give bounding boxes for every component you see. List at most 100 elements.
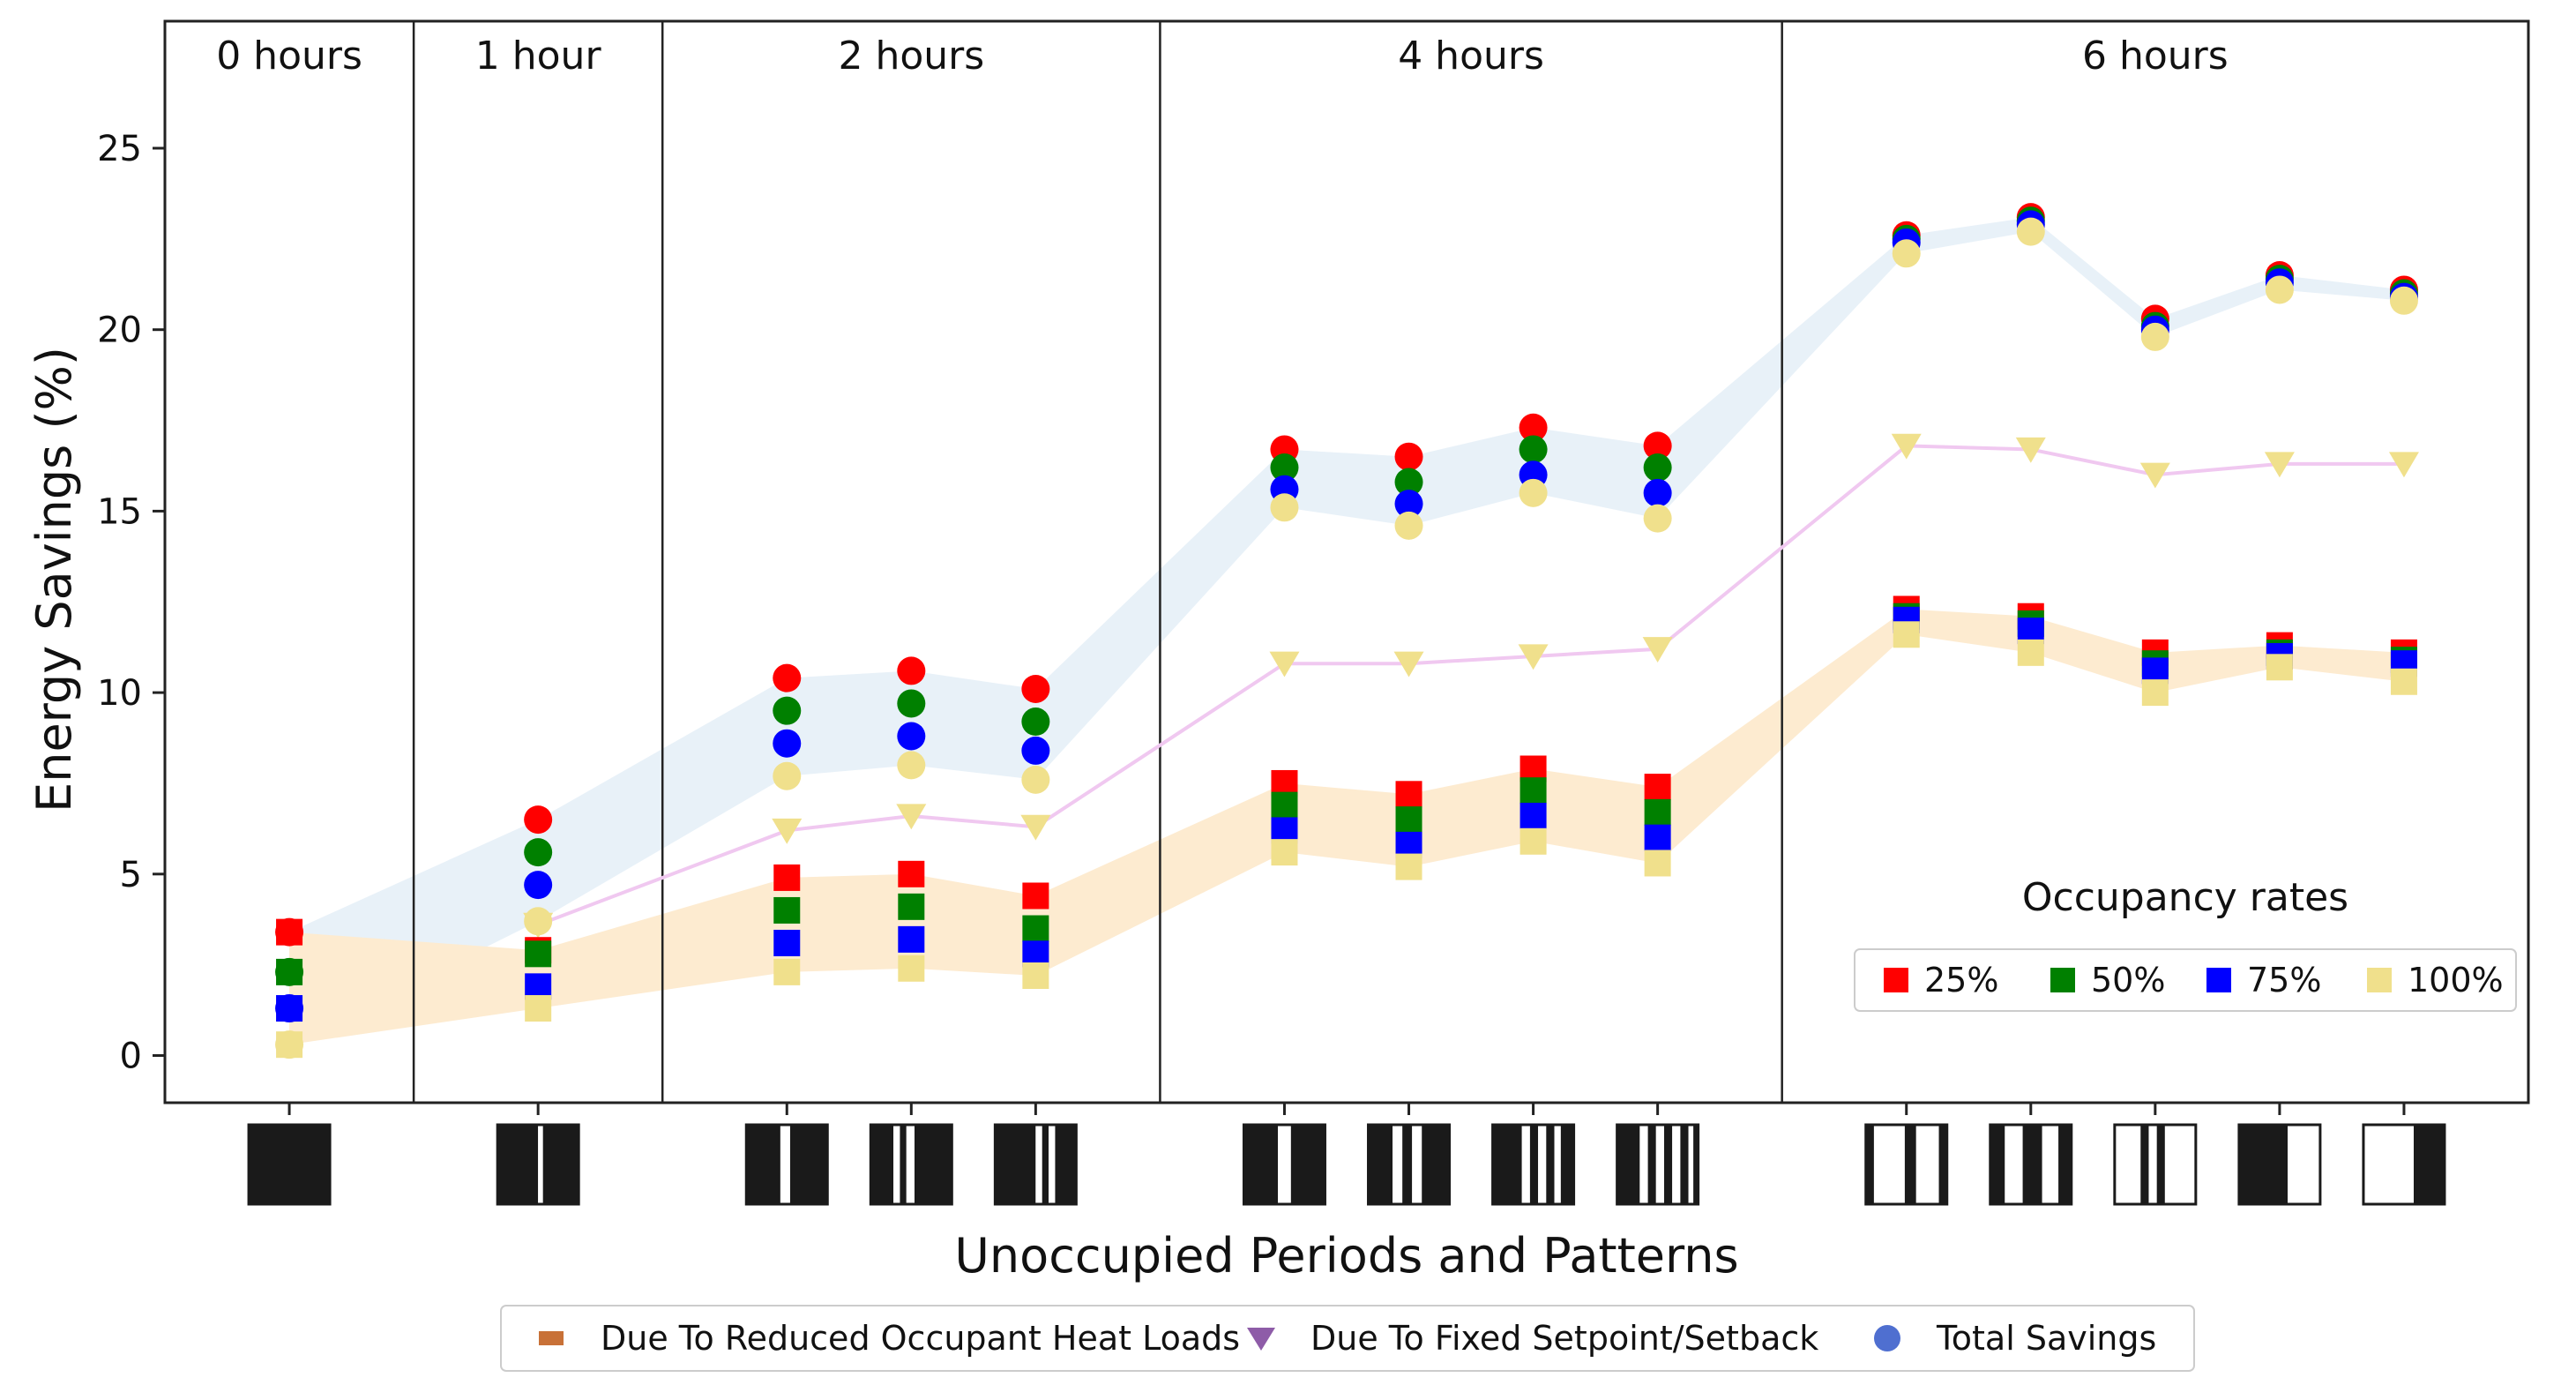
group-labels: 0 hours 1 hour 2 hours 4 hours 6 hours — [216, 34, 2228, 79]
pattern-segment — [906, 1125, 915, 1204]
pattern-segment — [1546, 1125, 1555, 1204]
pattern-segment — [2156, 1125, 2165, 1204]
pattern-segment — [995, 1125, 1036, 1204]
pattern-segment — [780, 1125, 790, 1204]
occupant-savings-point — [1271, 791, 1298, 819]
pattern-icon — [1989, 1123, 2073, 1206]
pattern-segment — [914, 1125, 952, 1204]
pattern-segment — [2140, 1125, 2149, 1204]
pattern-segment — [1904, 1125, 1916, 1204]
occupant-savings-point — [898, 893, 925, 920]
pattern-border — [1989, 1123, 2073, 1206]
pattern-border — [744, 1123, 829, 1206]
pattern-segment — [1693, 1125, 1699, 1204]
pattern-segment — [1938, 1125, 1947, 1204]
pattern-segment — [1412, 1125, 1422, 1204]
pattern-segment — [1042, 1125, 1049, 1204]
occupant-savings-point — [773, 958, 801, 985]
pattern-icon — [1242, 1123, 1326, 1206]
total-savings-point — [524, 805, 553, 835]
occupant-savings-point — [1395, 806, 1422, 834]
occupant-savings-point — [1271, 839, 1298, 866]
group-label: 1 hour — [475, 34, 602, 79]
pattern-icon — [744, 1123, 829, 1206]
setpoint-marker — [1269, 651, 1300, 678]
occupancy-legend-swatch — [2206, 968, 2231, 992]
occupant-savings-point — [1519, 802, 1547, 829]
setpoint-marker — [1393, 651, 1424, 678]
pattern-icon — [2362, 1123, 2446, 1206]
pattern-segment — [1278, 1125, 1291, 1204]
savings-type-legend: Due To Reduced Occupant Heat Loads Due To… — [500, 1305, 2195, 1372]
pattern-segment — [900, 1125, 907, 1204]
occupant-savings-point — [898, 955, 925, 982]
total-savings-point — [1643, 431, 1672, 460]
pattern-icon — [869, 1123, 953, 1206]
pattern-segment — [1393, 1125, 1403, 1204]
occupant-savings-point — [1022, 962, 1049, 990]
savings-legend-marker — [1874, 1325, 1900, 1351]
pattern-icon — [1491, 1123, 1576, 1206]
occupant-savings-point — [525, 940, 552, 968]
pattern-segment — [2058, 1125, 2072, 1204]
pattern-segment — [2164, 1125, 2196, 1204]
pattern-segment — [1368, 1125, 1393, 1204]
total-savings-point — [897, 656, 926, 685]
pattern-segment — [1422, 1125, 1450, 1204]
total-savings-point — [1394, 490, 1423, 519]
pattern-segment — [2238, 1125, 2289, 1204]
pattern-segment — [1035, 1125, 1042, 1204]
savings-legend-marker — [539, 1331, 564, 1345]
setpoint-marker — [2264, 452, 2295, 478]
occupant-savings-point — [898, 860, 925, 887]
occupant-savings-point — [1644, 798, 1671, 826]
x-axis-ticks — [287, 1103, 2406, 1115]
total-savings-point — [1021, 707, 1050, 737]
setpoint-marker — [2388, 452, 2419, 478]
total-savings-point — [524, 838, 553, 867]
occupancy-legend-title: Occupancy rates — [2022, 875, 2348, 920]
total-savings-point — [2389, 286, 2418, 315]
total-savings-point — [897, 689, 926, 718]
pattern-segment — [1663, 1125, 1673, 1204]
pattern-segment — [1243, 1125, 1279, 1204]
pattern-border — [1491, 1123, 1576, 1206]
total-savings-point — [1021, 765, 1050, 794]
pattern-segment — [1402, 1125, 1413, 1204]
y-axis: 0 5 10 15 20 25 — [97, 129, 165, 1077]
total-savings-point — [275, 1030, 304, 1059]
total-savings-point — [524, 907, 553, 936]
savings-legend-box — [500, 1305, 2195, 1372]
total-savings-point — [1643, 478, 1672, 507]
group-dividers — [412, 21, 1783, 1103]
setpoint-marker — [1891, 433, 1922, 460]
occupancy-legend-label: 75% — [2247, 961, 2321, 999]
pattern-border — [496, 1123, 580, 1206]
total-savings-point — [1270, 493, 1299, 522]
pattern-icon — [247, 1123, 332, 1206]
pattern-segment — [1990, 1125, 2005, 1204]
occupant-savings-point — [2017, 639, 2044, 666]
occupant-savings-point — [2266, 654, 2293, 681]
pattern-segment — [1560, 1125, 1574, 1204]
pattern-icons — [247, 1123, 2446, 1206]
savings-legend-marker — [1247, 1328, 1275, 1351]
group-label: 6 hours — [2082, 34, 2229, 79]
pattern-segment — [1672, 1125, 1681, 1204]
total-savings-point — [2265, 275, 2294, 304]
pattern-segment — [746, 1125, 780, 1204]
occupant-savings-point — [2390, 668, 2417, 695]
y-tick-label: 5 — [120, 855, 142, 895]
pattern-segment — [2114, 1125, 2141, 1204]
pattern-segment — [1538, 1125, 1547, 1204]
total-savings-point — [1519, 478, 1548, 507]
pattern-border — [2113, 1123, 2198, 1206]
pattern-segment — [1688, 1125, 1694, 1204]
savings-legend-label: Due To Reduced Occupant Heat Loads — [601, 1319, 1240, 1358]
total-savings-point — [2140, 322, 2169, 351]
pattern-icon — [1367, 1123, 1452, 1206]
occupant-savings-point — [773, 864, 801, 891]
total-savings-point — [897, 751, 926, 780]
occupancy-legend: Occupancy rates 25% 50% 75% 100% — [1854, 875, 2517, 1012]
occupant-savings-point — [1644, 850, 1671, 877]
